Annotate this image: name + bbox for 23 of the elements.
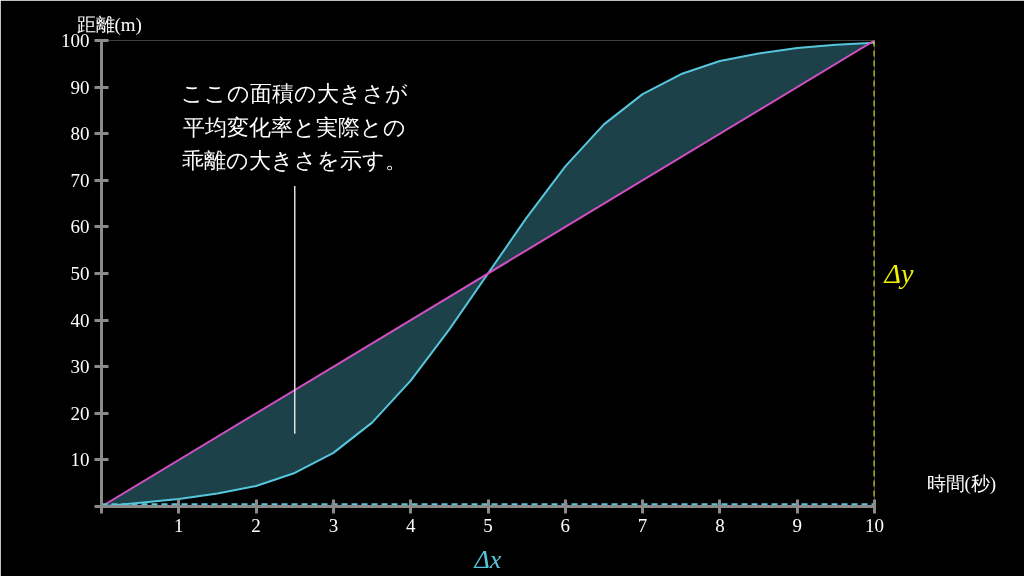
y-tick-label: 80 [70,123,90,145]
y-tick-label: 40 [70,309,90,331]
x-tick-label: 7 [637,514,648,536]
x-tick-label: 8 [715,514,725,536]
y-tick-label: 60 [70,216,90,238]
annotation: ここの面積の大きさが平均変化率と実際との乖離の大きさを示す。 [181,81,409,174]
y-tick-label: 20 [70,402,90,424]
y-tick-label: 30 [70,356,90,378]
y-tick-label: 10 [70,449,90,471]
x-tick-label: 10 [865,514,884,536]
ref-line-label: Δy [883,258,914,289]
x-tick-label: 4 [405,514,416,536]
x-tick-label: 3 [328,514,339,536]
y-tick-label: 70 [70,169,90,191]
x-axis-title: 時間(秒) [926,472,997,495]
ref-line-label: Δx [473,544,502,574]
x-tick-label: 9 [792,514,802,536]
x-tick-label: 6 [560,514,571,536]
x-tick-label: 5 [483,514,493,536]
x-tick-label: 2 [251,514,261,536]
y-tick-label: 50 [70,263,90,284]
y-tick-label: 90 [70,76,90,98]
x-tick-label: 1 [174,514,184,536]
